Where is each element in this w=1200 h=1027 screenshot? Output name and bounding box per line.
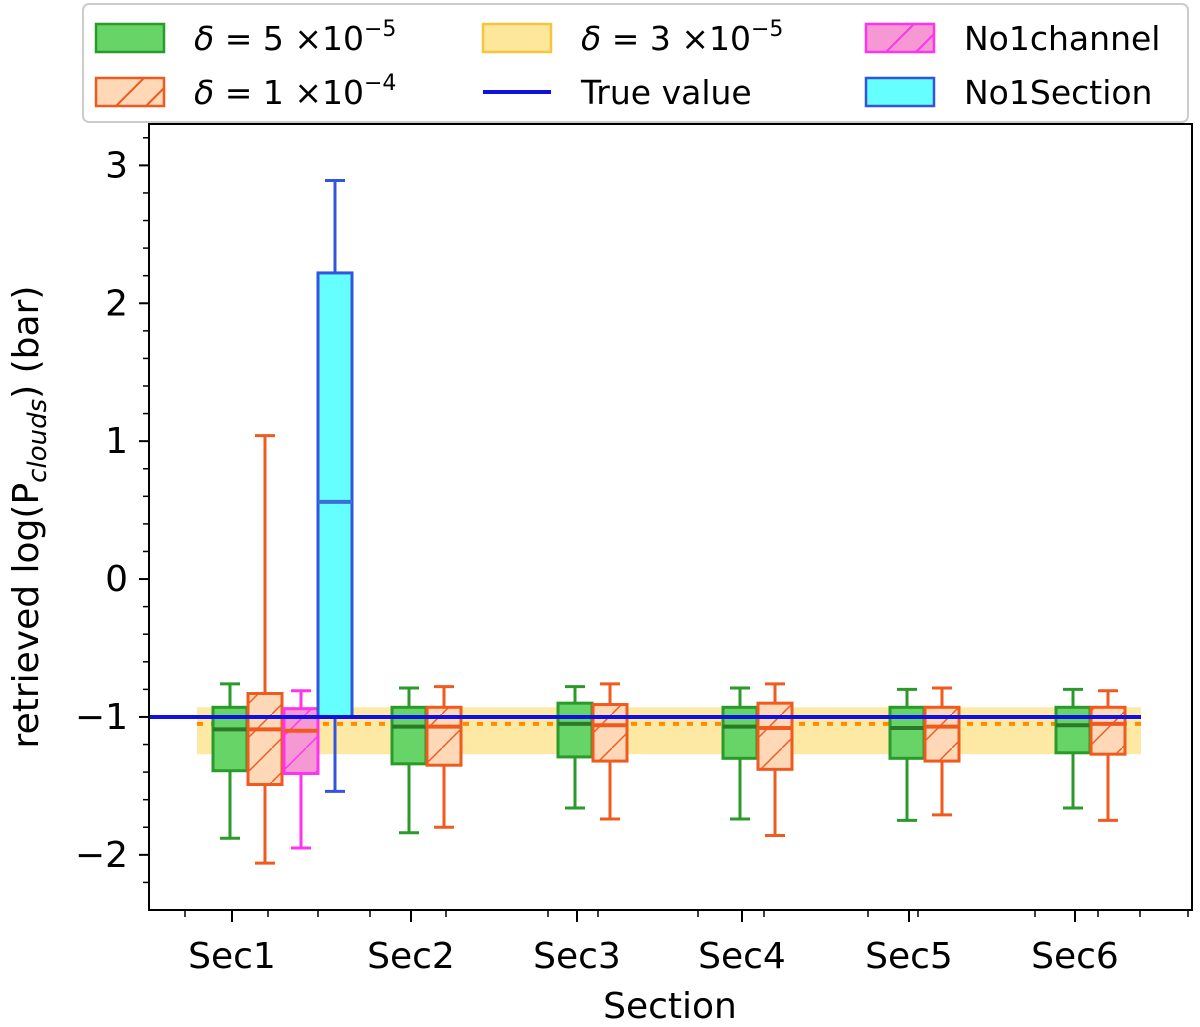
legend-item-d5: δ = 5 ×10−5 — [94, 17, 396, 58]
box-delta-5e-5-sec6 — [1054, 687, 1092, 810]
iqr-hatch — [758, 703, 792, 770]
box-delta-1e-4-sec2 — [425, 685, 463, 829]
y-tick-label: 3 — [105, 145, 128, 186]
x-tick-label: Sec2 — [367, 936, 455, 977]
iqr-hatch — [284, 708, 318, 774]
box-no1section-sec1 — [316, 179, 354, 793]
y-tick-label: −2 — [75, 835, 128, 876]
legend-label: δ = 5 ×10−5 — [194, 17, 396, 58]
legend-swatch — [481, 22, 553, 54]
y-axis-label-tail: ) (bar) — [6, 286, 47, 399]
box-delta-1e-4-sec3 — [591, 682, 629, 821]
x-tick-label: Sec1 — [188, 936, 276, 977]
legend-label: No1Section — [964, 73, 1152, 112]
y-axis-label-main: retrieved log(P — [6, 483, 47, 749]
iqr-hatch — [593, 704, 627, 762]
legend-label: No1channel — [964, 19, 1160, 58]
legend-hatch-line — [145, 87, 165, 107]
box-no1channel-sec1 — [282, 689, 320, 850]
y-tick-label: 0 — [105, 559, 128, 600]
iqr-hatch — [1091, 707, 1125, 755]
legend-label: True value — [580, 73, 752, 112]
box-delta-5e-5-sec4 — [721, 686, 759, 821]
legend-item-d3: δ = 3 ×10−5 — [481, 17, 783, 58]
box-delta-1e-4-sec4 — [756, 682, 794, 838]
y-axis-label-sub: clouds — [23, 399, 53, 483]
y-tick-label: 2 — [105, 283, 128, 324]
legend-hatch-line — [885, 23, 915, 53]
legend-item-no1sec: No1Section — [864, 73, 1152, 112]
plot-frame — [148, 123, 1193, 911]
legend-hatch-line — [915, 33, 935, 53]
legend-hatch-line — [115, 77, 145, 107]
y-axis-label: retrieved log(Pclouds) (bar) — [6, 286, 53, 749]
iqr-hatch — [248, 693, 282, 785]
x-tick-label: Sec4 — [698, 936, 786, 977]
box-delta-5e-5-sec2 — [390, 686, 428, 835]
box-delta-1e-4-sec1 — [246, 434, 284, 865]
iqr-box — [1054, 705, 1092, 755]
iqr-box — [556, 701, 594, 759]
legend-swatch — [94, 22, 166, 54]
iqr-box — [316, 271, 354, 719]
plot-area — [149, 179, 1141, 865]
x-axis-label: Section — [603, 986, 737, 1027]
legend-item-no1ch: No1channel — [864, 19, 1160, 58]
legend-label: δ = 1 ×10−4 — [194, 71, 396, 112]
box-delta-5e-5-sec5 — [888, 687, 926, 822]
legend: δ = 5 ×10−5 δ = 1 ×10−4 δ = 3 ×10−5 True va… — [82, 3, 1189, 123]
box-delta-1e-4-sec5 — [923, 686, 961, 817]
legend-item-d1: δ = 1 ×10−4 — [94, 71, 396, 112]
x-tick-label: Sec3 — [533, 936, 621, 977]
box-delta-1e-4-sec6 — [1089, 689, 1127, 822]
y-tick-label: 1 — [105, 421, 128, 462]
y-tick-label: −1 — [75, 697, 128, 738]
legend-swatch — [864, 76, 936, 108]
box-delta-5e-5-sec3 — [556, 685, 594, 810]
legend-item-true: True value — [483, 73, 752, 112]
x-tick-label: Sec5 — [865, 936, 953, 977]
x-tick-label: Sec6 — [1031, 936, 1119, 977]
box-delta-5e-5-sec1 — [211, 682, 249, 840]
legend-label: δ = 3 ×10−5 — [581, 17, 783, 58]
